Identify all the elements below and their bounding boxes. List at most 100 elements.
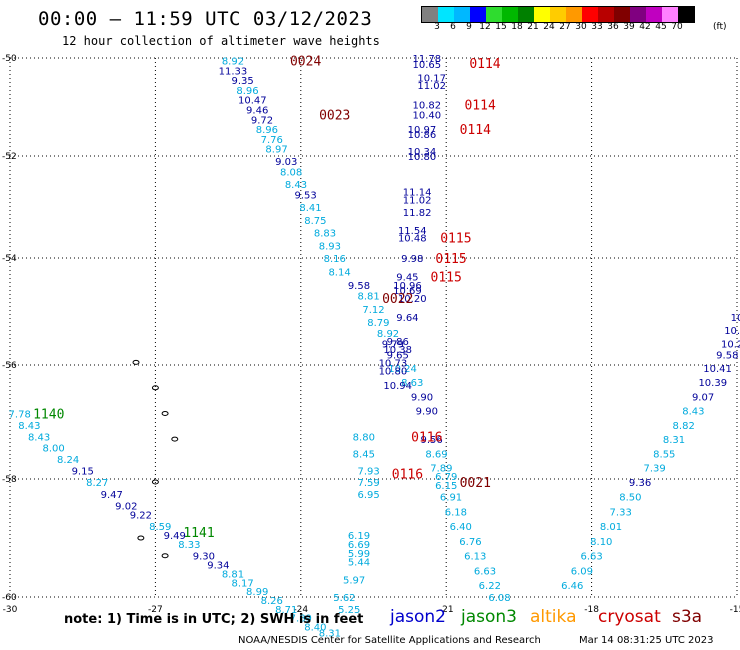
wave-height-value: 10.65	[412, 60, 441, 71]
wave-height-value: 8.31	[663, 435, 685, 446]
wave-height-value: 8.41	[299, 203, 321, 214]
wave-height-value: 8.69	[425, 449, 447, 460]
wave-height-value: 9.90	[411, 392, 433, 403]
wave-height-value: 5.62	[333, 593, 355, 604]
island-outline	[151, 479, 159, 485]
wave-height-value: 9.90	[416, 407, 438, 418]
island-outline	[161, 410, 169, 416]
wave-height-value: 11.82	[403, 208, 432, 219]
colorbar-label: 27	[559, 22, 571, 32]
wave-height-value: 8.80	[353, 432, 375, 443]
colorbar-swatch	[550, 7, 566, 22]
island-outline	[171, 436, 179, 442]
wave-height-value: 7.33	[610, 507, 632, 518]
wave-height-value: 9.15	[72, 466, 94, 477]
colorbar-swatch	[534, 7, 550, 22]
wave-height-value: 11.02	[417, 81, 446, 92]
map-subtitle: 12 hour collection of altimeter wave hei…	[62, 34, 380, 48]
wave-height-value: 8.43	[28, 432, 50, 443]
wave-height-value: 7.12	[362, 305, 384, 316]
wave-height-value: 6.22	[479, 581, 501, 592]
colorbar-swatch	[422, 7, 438, 22]
wave-height-value: 8.83	[314, 229, 336, 240]
lon-tick-label: -21	[439, 605, 454, 615]
track-time-label: 0115	[435, 252, 466, 267]
colorbar-unit: (ft)	[713, 22, 727, 32]
wave-height-value: 10.94	[383, 381, 412, 392]
wave-height-value: 11.54	[398, 226, 427, 237]
wave-height-value: 8.01	[600, 522, 622, 533]
colorbar-label: 3	[434, 22, 440, 32]
wave-height-value: 7.93	[358, 466, 380, 477]
wave-height-value: 8.26	[261, 596, 283, 607]
colorbar-swatch	[486, 7, 502, 22]
wave-height-value: 8.40	[304, 623, 326, 634]
wave-height-value: 8.79	[367, 318, 389, 329]
wave-height-value: 7.78	[9, 409, 31, 420]
wave-height-value: 9.47	[101, 490, 123, 501]
wave-height-value: 6.91	[440, 493, 462, 504]
wave-height-value: 10.86	[408, 130, 437, 141]
wave-height-value: 8.43	[682, 407, 704, 418]
island-outline	[132, 359, 140, 365]
wave-height-value: 9.53	[295, 190, 317, 201]
wave-height-value: 6.63	[580, 552, 602, 563]
wave-height-value: 10.34	[408, 147, 437, 158]
legend-cryosat: cryosat	[598, 607, 661, 627]
wave-height-value: 8.27	[86, 478, 108, 489]
lat-tick-label: -56	[2, 361, 17, 371]
colorbar-label: 70	[671, 22, 683, 32]
colorbar-label: 9	[466, 22, 472, 32]
axis-ticks: -30 -27 -24 -21 -18 -15 -50 -52 -54 -56 -58 -60	[2, 54, 740, 615]
wave-height-value: 9.49	[164, 531, 186, 542]
wave-height-value: 9.07	[692, 392, 714, 403]
wave-height-value: 9.58	[716, 350, 738, 361]
track-time-label: 0022	[382, 292, 413, 307]
wave-height-value: 8.97	[265, 145, 287, 156]
colorbar-label: 33	[591, 22, 603, 32]
colorbar-label: 39	[623, 22, 635, 32]
wave-height-value: 5.99	[348, 549, 370, 560]
colorbar	[421, 6, 695, 23]
island-outline	[151, 385, 159, 391]
colorbar-label: 18	[511, 22, 523, 32]
wave-height-value: 10.24	[388, 364, 417, 375]
lat-tick-label: -52	[2, 152, 17, 162]
wave-height-value: 8.82	[673, 421, 695, 432]
wave-height-value: 10.20	[398, 294, 427, 305]
wave-height-value: 10.47	[238, 96, 267, 107]
track-time-label: 0024	[290, 54, 321, 69]
wave-height-points: 8.9211.339.358.9610.479.469.728.967.768.…	[9, 54, 740, 639]
colorbar-label: 36	[607, 22, 619, 32]
wave-height-value: 8.50	[619, 493, 641, 504]
colorbar-label: 6	[450, 22, 456, 32]
wave-height-value: 9.58	[348, 281, 370, 292]
colorbar-swatch	[470, 7, 486, 22]
wave-height-value: 8.10	[590, 537, 612, 548]
wave-height-value: 8.55	[653, 449, 675, 460]
colorbar-label: 45	[655, 22, 667, 32]
lon-tick-label: -27	[148, 605, 163, 615]
wave-height-value: 8.45	[353, 449, 375, 460]
wave-height-value: 10.80	[408, 152, 437, 163]
wave-height-value: 8.71	[275, 605, 297, 616]
wave-height-value: 5.97	[343, 575, 365, 586]
wave-height-value: 11.33	[219, 66, 248, 77]
map-title: 00:00 – 11:59 UTC 03/12/2023	[38, 8, 373, 30]
legend-s3a: s3a	[672, 607, 703, 627]
wave-height-value: 8.99	[246, 587, 268, 598]
wave-height-value: 8.43	[285, 180, 307, 191]
wave-height-value: 9.30	[193, 552, 215, 563]
colorbar-label: 15	[495, 22, 507, 32]
wave-height-value: 7.89	[430, 464, 452, 475]
colorbar-swatch	[662, 7, 678, 22]
lat-tick-label: -58	[2, 475, 17, 485]
wave-height-value: 7.59	[358, 478, 380, 489]
wave-height-value: 8.14	[328, 267, 350, 278]
wave-height-value: 6.95	[358, 490, 380, 501]
wave-height-value: 8.96	[236, 86, 258, 97]
generated-time: Mar 14 08:31:25 UTC 2023	[579, 635, 714, 646]
lon-tick-label: -15	[730, 605, 740, 615]
wave-height-value: 9.22	[130, 510, 152, 521]
